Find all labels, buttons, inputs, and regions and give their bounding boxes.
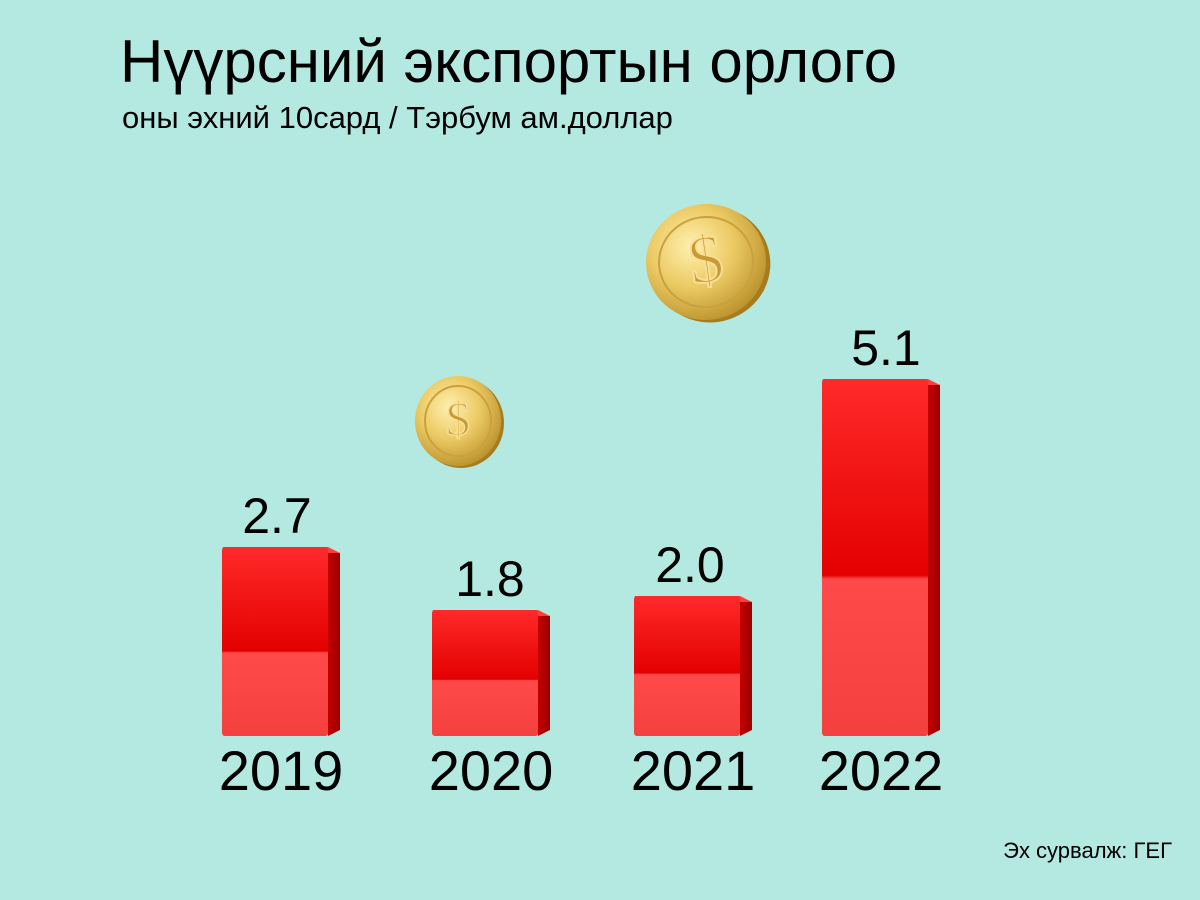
category-label: 2019 <box>219 739 344 802</box>
chart-subtitle: оны эхний 10сард / Тэрбум ам.доллар <box>122 100 673 135</box>
category-label: 2022 <box>819 739 944 802</box>
bar-side <box>538 612 550 736</box>
bar-side <box>740 598 752 736</box>
value-label: 2.7 <box>242 488 312 544</box>
bar-2019 <box>222 547 328 736</box>
category-label: 2021 <box>631 739 756 802</box>
bar-side <box>328 549 340 736</box>
value-label: 2.0 <box>655 537 725 593</box>
bar-2020 <box>432 610 538 736</box>
bar-2021 <box>634 596 740 736</box>
svg-text:$: $ <box>446 393 470 446</box>
bar-side <box>928 381 940 736</box>
dollar-coin-icon: $ <box>415 376 504 468</box>
value-label: 1.8 <box>455 551 525 607</box>
category-label: 2020 <box>429 739 554 802</box>
dollar-coin-icon: $ <box>646 203 771 323</box>
bar-2022 <box>822 379 928 736</box>
value-label: 5.1 <box>851 320 921 376</box>
source-note: Эх сурвалж: ГЕГ <box>1003 838 1172 863</box>
chart-title: Нүүрсний экспортын орлого <box>120 28 898 95</box>
